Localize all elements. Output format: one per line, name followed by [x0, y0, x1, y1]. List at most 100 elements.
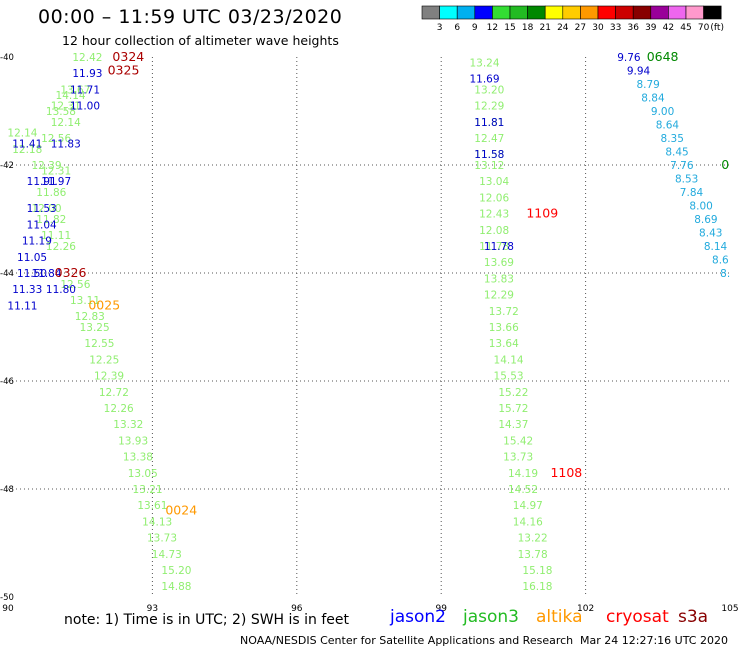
colorbar-label: 45: [680, 23, 691, 33]
wave-height-label-jason2: 11.84: [31, 268, 61, 280]
x-tick-label: 99: [435, 604, 447, 614]
wave-height-label-jason3: 15.72: [498, 403, 528, 415]
wave-height-label-jason2: 11.05: [17, 252, 47, 264]
colorbar-swatch: [527, 5, 546, 20]
wave-height-label-jason2: 11.11: [7, 300, 37, 312]
wave-height-label-s3a-cyan: 8.00: [689, 201, 712, 213]
x-tick-label: 93: [147, 604, 158, 614]
wave-height-label-jason3: 12.29: [484, 290, 514, 302]
wave-height-label-s3a-cyan: 8.69: [694, 214, 717, 226]
y-tick-label: -42: [0, 161, 14, 171]
footer-note: note: 1) Time is in UTC; 2) SWH is in fe…: [64, 612, 350, 628]
y-tick-label: -50: [0, 593, 14, 603]
colorbar-label: 30: [592, 23, 604, 33]
wave-height-label-jason3: 13.72: [489, 306, 519, 318]
wave-height-label-jason3: 13.20: [474, 84, 504, 96]
wave-height-label-jason3: 12.39: [94, 371, 124, 383]
x-tick-label: 96: [291, 604, 303, 614]
colorbar-label: 36: [627, 23, 639, 33]
colorbar-label: 24: [557, 23, 569, 33]
wave-height-label-jason2: 11.00: [70, 101, 100, 113]
wave-height-label-jason2: 11.80: [46, 284, 76, 296]
wave-height-label-jason3: 12.55: [84, 338, 114, 350]
wave-height-label-jason3: 14.52: [508, 484, 538, 496]
wave-height-label-jason3: 13.93: [118, 435, 148, 447]
wave-height-label-jason3: 13.64: [489, 338, 519, 350]
wave-height-label-jason2: 11.81: [474, 117, 504, 129]
wave-height-label-jason3: 11.11: [41, 230, 71, 242]
wave-height-label-s3a-cyan: 8.14: [704, 241, 728, 253]
colorbar-swatch: [597, 5, 616, 20]
wave-height-label-jason3: 15.22: [498, 387, 528, 399]
colorbar-swatch: [562, 5, 581, 20]
colorbar-swatch: [544, 5, 564, 20]
wave-height-label-jason3: 11.81: [474, 117, 504, 129]
wave-height-label-jason3: 12.18: [12, 144, 42, 156]
wave-height-label-jason3: 15.20: [161, 565, 191, 577]
wave-height-label-s3a: 0326: [55, 265, 87, 280]
wave-height-label-jason2: 11.69: [469, 74, 499, 86]
satellite-legend-s3a: s3a: [678, 607, 709, 627]
wave-height-label-s3a-cyan: 8.45: [665, 147, 688, 159]
wave-height-label-jason2: 9.76: [617, 52, 641, 64]
credit-line: NOAA/NESDIS Center for Satellite Applica…: [240, 634, 574, 647]
wave-height-label-s3a-cyan: 9.00: [651, 106, 674, 118]
wave-height-label-jason3: 14.37: [498, 419, 528, 431]
wave-height-label-jason3: 16.18: [522, 581, 552, 593]
colorbar-label: 39: [645, 23, 657, 33]
wave-height-label-jason2: 9.94: [627, 66, 651, 78]
wave-height-label-s3a-cyan: 8.: [720, 268, 730, 280]
colorbar-swatch: [632, 5, 652, 20]
wave-height-label-jason2: 11.04: [27, 219, 57, 231]
colorbar-label: 6: [454, 23, 460, 33]
wave-height-label-jason3: 12.29: [474, 101, 504, 113]
wave-height-label-jason3: 13.83: [484, 273, 514, 285]
wave-height-label-jason3: 13.05: [128, 468, 158, 480]
wave-height-label-jason2: 11.78: [484, 241, 514, 253]
colorbar-swatch: [685, 5, 704, 20]
wave-height-label-jason2: 11.91: [27, 176, 57, 188]
y-tick-label: -40: [0, 53, 14, 63]
wave-height-label-s3a-cyan: 7.76: [670, 160, 694, 172]
wave-height-label-jason3: 13.21: [133, 484, 163, 496]
wave-height-label-jason2: 11.71: [70, 84, 100, 96]
y-tick-label: -44: [0, 269, 14, 279]
wave-height-label-jason3: 12.06: [479, 192, 509, 204]
colorbar-swatch: [703, 5, 722, 20]
wave-height-label-jason3: 15.53: [494, 371, 524, 383]
wave-height-label-jason2: 11.83: [51, 138, 81, 150]
wave-height-label-jason3: 13.69: [484, 257, 514, 269]
wave-height-label-jason3: 14.14: [494, 354, 524, 366]
wave-height-label-jason3: 12.56: [60, 279, 90, 291]
wave-height-label-cryosat: 1108: [550, 465, 582, 480]
satellite-legend-jason3: jason3: [463, 607, 519, 627]
wave-height-label-jason3: 13.32: [113, 419, 143, 431]
wave-height-label-jason3: 11.86: [36, 187, 66, 199]
wave-height-label-jason3: 12.47: [474, 133, 504, 145]
wave-height-label-jason3: 14.14: [56, 90, 86, 102]
colorbar-label: 27: [575, 23, 586, 33]
colorbar-swatch: [509, 5, 528, 20]
colorbar-label: 42: [663, 23, 674, 33]
wave-height-label-jason3: 13.58: [46, 106, 76, 118]
wave-height-label-jason3: 13.66: [489, 322, 519, 334]
colorbar-label: 33: [610, 23, 621, 33]
wave-height-label-jason3: 12.00: [31, 203, 61, 215]
colorbar-label: 70: [698, 23, 710, 33]
map-title: 00:00 – 11:59 UTC 03/23/2020: [38, 6, 343, 28]
wave-height-label-altika: 0024: [165, 503, 197, 518]
wave-height-label-jason3: 12.31: [41, 165, 71, 177]
wave-height-label-jason2: 11.33: [12, 284, 42, 296]
colorbar-swatch: [615, 5, 634, 20]
wave-height-label-jason3: 12.26: [104, 403, 134, 415]
colorbar-label: 18: [522, 23, 534, 33]
generated-timestamp: Mar 24 12:27:16 UTC 2020: [580, 634, 728, 647]
satellite-legend-cryosat: cryosat: [606, 607, 669, 627]
wave-height-label-jason3: 13.04: [479, 176, 509, 188]
colorbar-swatch: [650, 5, 669, 20]
x-tick-label: 90: [2, 604, 14, 614]
wave-height-label-s3a-cyan: 8.84: [641, 93, 665, 105]
wave-height-label-jason3: 13.25: [80, 322, 110, 334]
wave-height-label-jason3: 12.43: [479, 209, 509, 221]
